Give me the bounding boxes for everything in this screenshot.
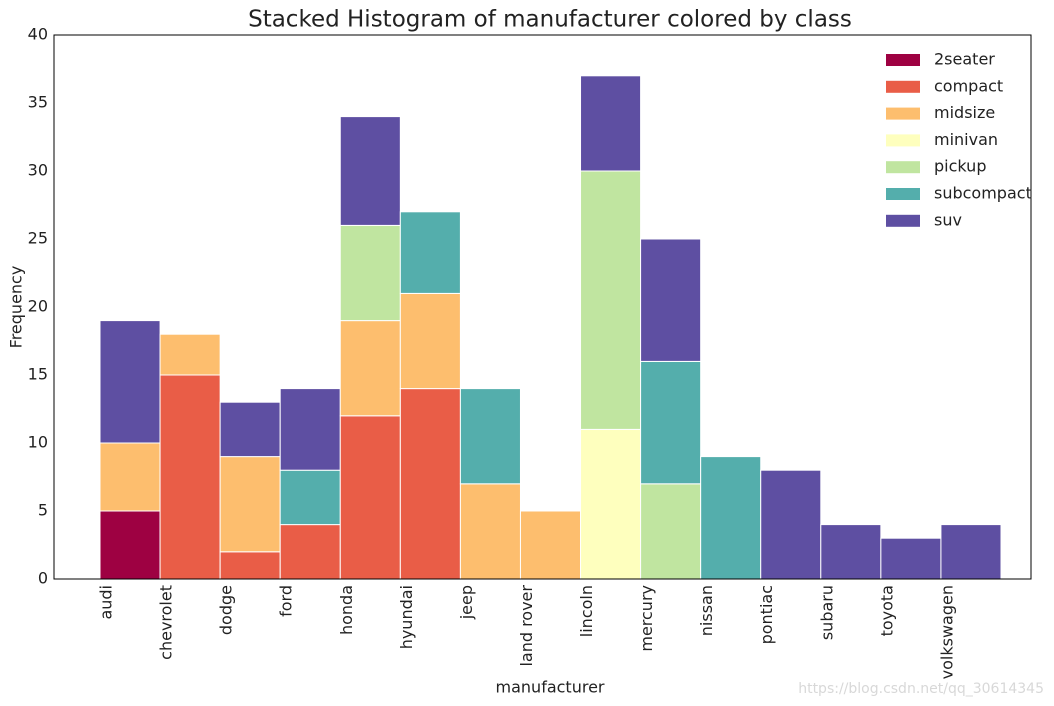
bar-segment (880, 537, 942, 580)
bar-segment (459, 483, 521, 580)
bar-segment (700, 456, 762, 580)
bar-segment (940, 524, 1002, 580)
x-tick-label: chevrolet (157, 585, 176, 660)
legend-label: midsize (934, 103, 995, 122)
x-tick-label: toyota (877, 585, 896, 636)
bar-segment (519, 510, 582, 580)
x-tick-label: dodge (217, 585, 236, 635)
x-tick-label: ford (277, 585, 296, 617)
bar-segment (399, 292, 461, 390)
bar-segment (219, 456, 281, 553)
y-axis-label: Frequency (7, 266, 26, 349)
x-tick-label: jeep (457, 585, 476, 620)
y-tick-label: 25 (28, 229, 48, 248)
legend-label: suv (934, 210, 962, 229)
bar-segment (760, 469, 822, 580)
legend-label: subcompact (934, 184, 1032, 203)
legend-swatch (886, 214, 920, 227)
bar-segment (99, 442, 161, 512)
bar-segment (580, 75, 642, 172)
watermark: https://blog.csdn.net/qq_30614345 (798, 681, 1044, 697)
chart-title: Stacked Histogram of manufacturer colore… (248, 7, 852, 33)
x-tick-label: hyundai (397, 585, 416, 649)
bar-segment (339, 320, 401, 417)
bar-segment (99, 510, 161, 580)
legend-swatch (886, 107, 920, 120)
bar-segment (339, 224, 401, 322)
x-tick-label: subaru (817, 585, 836, 640)
x-tick-label: honda (337, 585, 356, 635)
bar-segment (339, 116, 401, 226)
legend-swatch (886, 188, 920, 200)
legend-swatch (886, 80, 920, 93)
legend-swatch (886, 54, 920, 66)
x-axis-label: manufacturer (496, 678, 605, 697)
bar-segment (219, 551, 281, 580)
legend-label: pickup (934, 157, 986, 176)
y-tick-label: 5 (38, 501, 48, 520)
bar-segment (399, 388, 461, 580)
bar-segment (580, 428, 642, 580)
x-tick-label: volkswagen (937, 585, 956, 679)
x-tick-label: pontiac (757, 585, 776, 644)
y-tick-label: 20 (28, 297, 48, 316)
bar-segment (279, 524, 341, 580)
bar-segment (459, 388, 521, 485)
y-tick-label: 15 (28, 365, 48, 384)
y-tick-label: 35 (28, 93, 48, 112)
bar-segment (339, 415, 401, 580)
x-tick-label: mercury (637, 585, 656, 652)
bar-segment (640, 483, 702, 580)
legend-label: 2seater (934, 50, 995, 69)
bar-segment (279, 469, 341, 526)
plot-frame (53, 34, 1032, 580)
bar-segment (159, 374, 221, 580)
legend-label: minivan (934, 130, 998, 149)
legend-label: compact (934, 76, 1003, 95)
x-tick-label: nissan (697, 585, 716, 636)
bar-segment (219, 401, 281, 458)
legend-swatch (886, 134, 920, 147)
y-tick-label: 10 (28, 433, 48, 452)
bar-segment (580, 170, 642, 430)
y-tick-label: 0 (38, 569, 48, 588)
bar-segment (99, 320, 161, 444)
y-tick-label: 40 (28, 25, 48, 44)
x-tick-label: audi (97, 585, 116, 620)
bar-segment (640, 360, 702, 485)
bar-segment (279, 388, 341, 471)
bar-segment (159, 333, 221, 376)
x-tick-label: lincoln (577, 585, 596, 637)
bar-segment (820, 524, 882, 580)
bar-segment (640, 238, 702, 362)
y-tick-label: 30 (28, 161, 48, 180)
legend-swatch (886, 161, 920, 174)
bar-segment (399, 211, 461, 294)
x-tick-label: land rover (517, 585, 536, 667)
